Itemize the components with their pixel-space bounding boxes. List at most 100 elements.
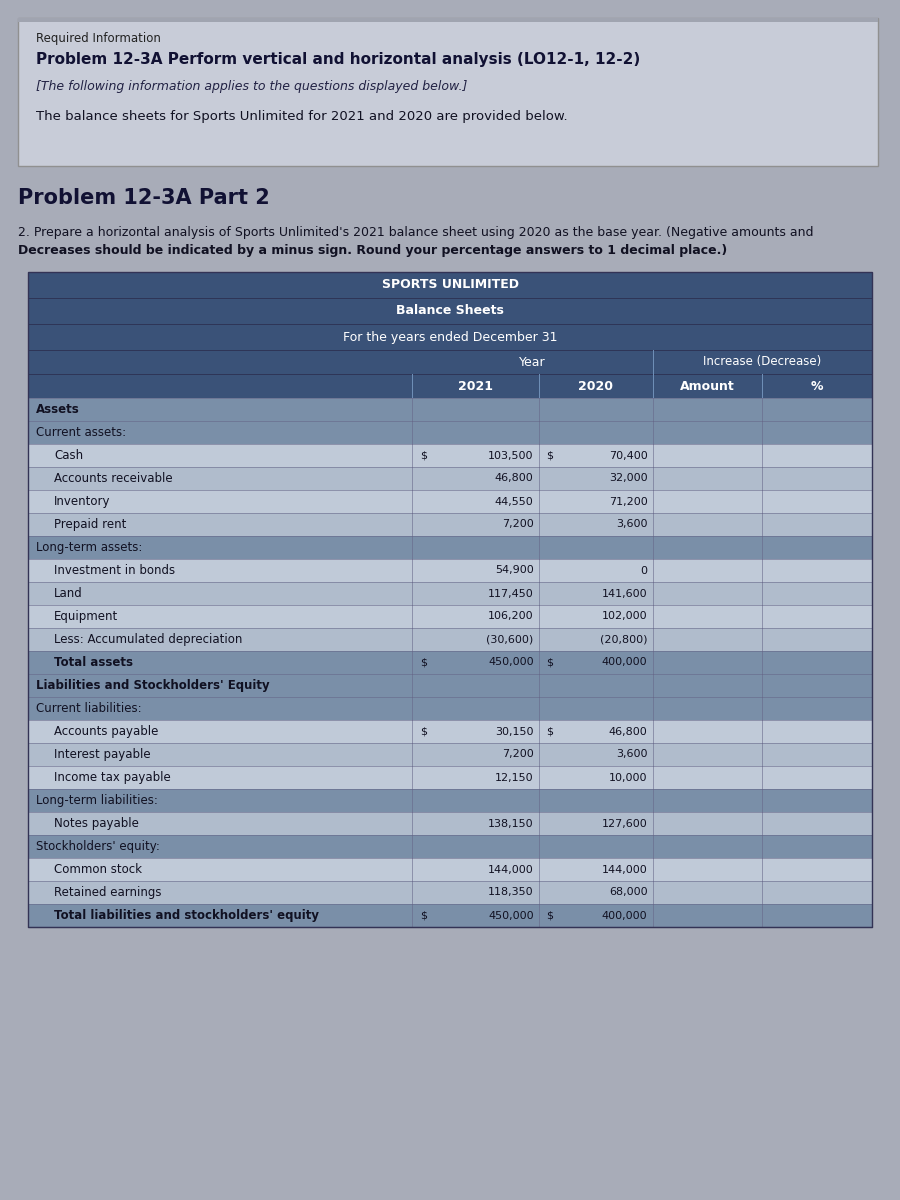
- Bar: [28, 766, 872, 790]
- Text: 450,000: 450,000: [488, 911, 534, 920]
- Text: Prepaid rent: Prepaid rent: [54, 518, 126, 530]
- Text: 103,500: 103,500: [488, 450, 534, 461]
- Bar: [28, 650, 872, 674]
- Text: Total liabilities and stockholders' equity: Total liabilities and stockholders' equi…: [54, 910, 319, 922]
- Text: 44,550: 44,550: [495, 497, 534, 506]
- Text: 7,200: 7,200: [502, 750, 534, 760]
- Text: 400,000: 400,000: [602, 658, 648, 667]
- Bar: [28, 490, 872, 514]
- Text: Total assets: Total assets: [54, 656, 133, 670]
- Text: Inventory: Inventory: [54, 494, 111, 508]
- Text: 118,350: 118,350: [488, 888, 534, 898]
- Text: Problem 12-3A Perform vertical and horizontal analysis (LO12-1, 12-2): Problem 12-3A Perform vertical and horiz…: [36, 52, 640, 67]
- Text: 102,000: 102,000: [602, 612, 648, 622]
- Text: 127,600: 127,600: [602, 818, 648, 828]
- Bar: [28, 858, 872, 881]
- Bar: [28, 605, 872, 628]
- Text: 141,600: 141,600: [602, 588, 648, 599]
- Text: Notes payable: Notes payable: [54, 817, 139, 830]
- Text: 2. Prepare a horizontal analysis of Sports Unlimited's 2021 balance sheet using : 2. Prepare a horizontal analysis of Spor…: [18, 226, 814, 239]
- Text: $: $: [420, 658, 427, 667]
- Bar: [28, 536, 872, 559]
- Text: Balance Sheets: Balance Sheets: [396, 305, 504, 318]
- Text: Land: Land: [54, 587, 83, 600]
- Text: (30,600): (30,600): [486, 635, 534, 644]
- Text: Increase (Decrease): Increase (Decrease): [703, 355, 822, 368]
- Text: 68,000: 68,000: [609, 888, 648, 898]
- Bar: [28, 628, 872, 650]
- Text: 7,200: 7,200: [502, 520, 534, 529]
- Bar: [28, 298, 872, 324]
- Text: 3,600: 3,600: [616, 520, 648, 529]
- Text: Interest payable: Interest payable: [54, 748, 150, 761]
- Text: Assets: Assets: [36, 403, 80, 416]
- Text: %: %: [811, 379, 824, 392]
- Bar: [28, 272, 872, 926]
- Text: 106,200: 106,200: [488, 612, 534, 622]
- Text: (20,800): (20,800): [600, 635, 648, 644]
- Text: $: $: [420, 726, 427, 737]
- Bar: [28, 421, 872, 444]
- Bar: [28, 582, 872, 605]
- Bar: [28, 835, 872, 858]
- Text: Current liabilities:: Current liabilities:: [36, 702, 141, 715]
- Text: Amount: Amount: [680, 379, 734, 392]
- Bar: [28, 559, 872, 582]
- Text: 54,900: 54,900: [495, 565, 534, 576]
- Text: Accounts payable: Accounts payable: [54, 725, 158, 738]
- Text: 117,450: 117,450: [488, 588, 534, 599]
- Text: $: $: [546, 658, 554, 667]
- Text: $: $: [546, 911, 554, 920]
- Bar: [18, 18, 878, 22]
- Bar: [18, 18, 878, 166]
- Text: Decreases should be indicated by a minus sign. Round your percentage answers to : Decreases should be indicated by a minus…: [18, 244, 727, 257]
- Bar: [28, 812, 872, 835]
- Text: $: $: [420, 911, 427, 920]
- Text: 3,600: 3,600: [616, 750, 648, 760]
- Text: Long-term liabilities:: Long-term liabilities:: [36, 794, 158, 806]
- Text: 138,150: 138,150: [488, 818, 534, 828]
- Text: 2020: 2020: [578, 379, 613, 392]
- Bar: [28, 514, 872, 536]
- Text: 144,000: 144,000: [488, 864, 534, 875]
- Bar: [28, 324, 872, 350]
- Text: For the years ended December 31: For the years ended December 31: [343, 330, 557, 343]
- Text: 46,800: 46,800: [495, 474, 534, 484]
- Text: Equipment: Equipment: [54, 610, 118, 623]
- Bar: [28, 398, 872, 421]
- Text: 46,800: 46,800: [608, 726, 648, 737]
- Text: 400,000: 400,000: [602, 911, 648, 920]
- Text: Stockholders' equity:: Stockholders' equity:: [36, 840, 160, 853]
- Text: Less: Accumulated depreciation: Less: Accumulated depreciation: [54, 634, 242, 646]
- Text: SPORTS UNLIMITED: SPORTS UNLIMITED: [382, 278, 518, 292]
- Text: Liabilities and Stockholders' Equity: Liabilities and Stockholders' Equity: [36, 679, 270, 692]
- Bar: [28, 350, 872, 374]
- Bar: [28, 467, 872, 490]
- Bar: [28, 881, 872, 904]
- Text: Retained earnings: Retained earnings: [54, 886, 161, 899]
- Text: The balance sheets for Sports Unlimited for 2021 and 2020 are provided below.: The balance sheets for Sports Unlimited …: [36, 110, 568, 122]
- Text: 70,400: 70,400: [608, 450, 648, 461]
- Bar: [28, 272, 872, 298]
- Text: 32,000: 32,000: [609, 474, 648, 484]
- Text: Accounts receivable: Accounts receivable: [54, 472, 173, 485]
- Text: 0: 0: [641, 565, 648, 576]
- Text: 450,000: 450,000: [488, 658, 534, 667]
- Text: Income tax payable: Income tax payable: [54, 770, 171, 784]
- Text: Cash: Cash: [54, 449, 83, 462]
- Text: $: $: [546, 450, 554, 461]
- Bar: [28, 790, 872, 812]
- Text: Current assets:: Current assets:: [36, 426, 126, 439]
- Text: Long-term assets:: Long-term assets:: [36, 541, 142, 554]
- Text: Required Information: Required Information: [36, 32, 161, 44]
- Text: $: $: [420, 450, 427, 461]
- Text: Investment in bonds: Investment in bonds: [54, 564, 176, 577]
- Bar: [28, 674, 872, 697]
- Text: 2021: 2021: [458, 379, 493, 392]
- Bar: [28, 374, 872, 398]
- Text: 144,000: 144,000: [602, 864, 648, 875]
- Text: Common stock: Common stock: [54, 863, 142, 876]
- Text: Problem 12-3A Part 2: Problem 12-3A Part 2: [18, 188, 270, 208]
- Text: 30,150: 30,150: [495, 726, 534, 737]
- Text: Year: Year: [519, 355, 545, 368]
